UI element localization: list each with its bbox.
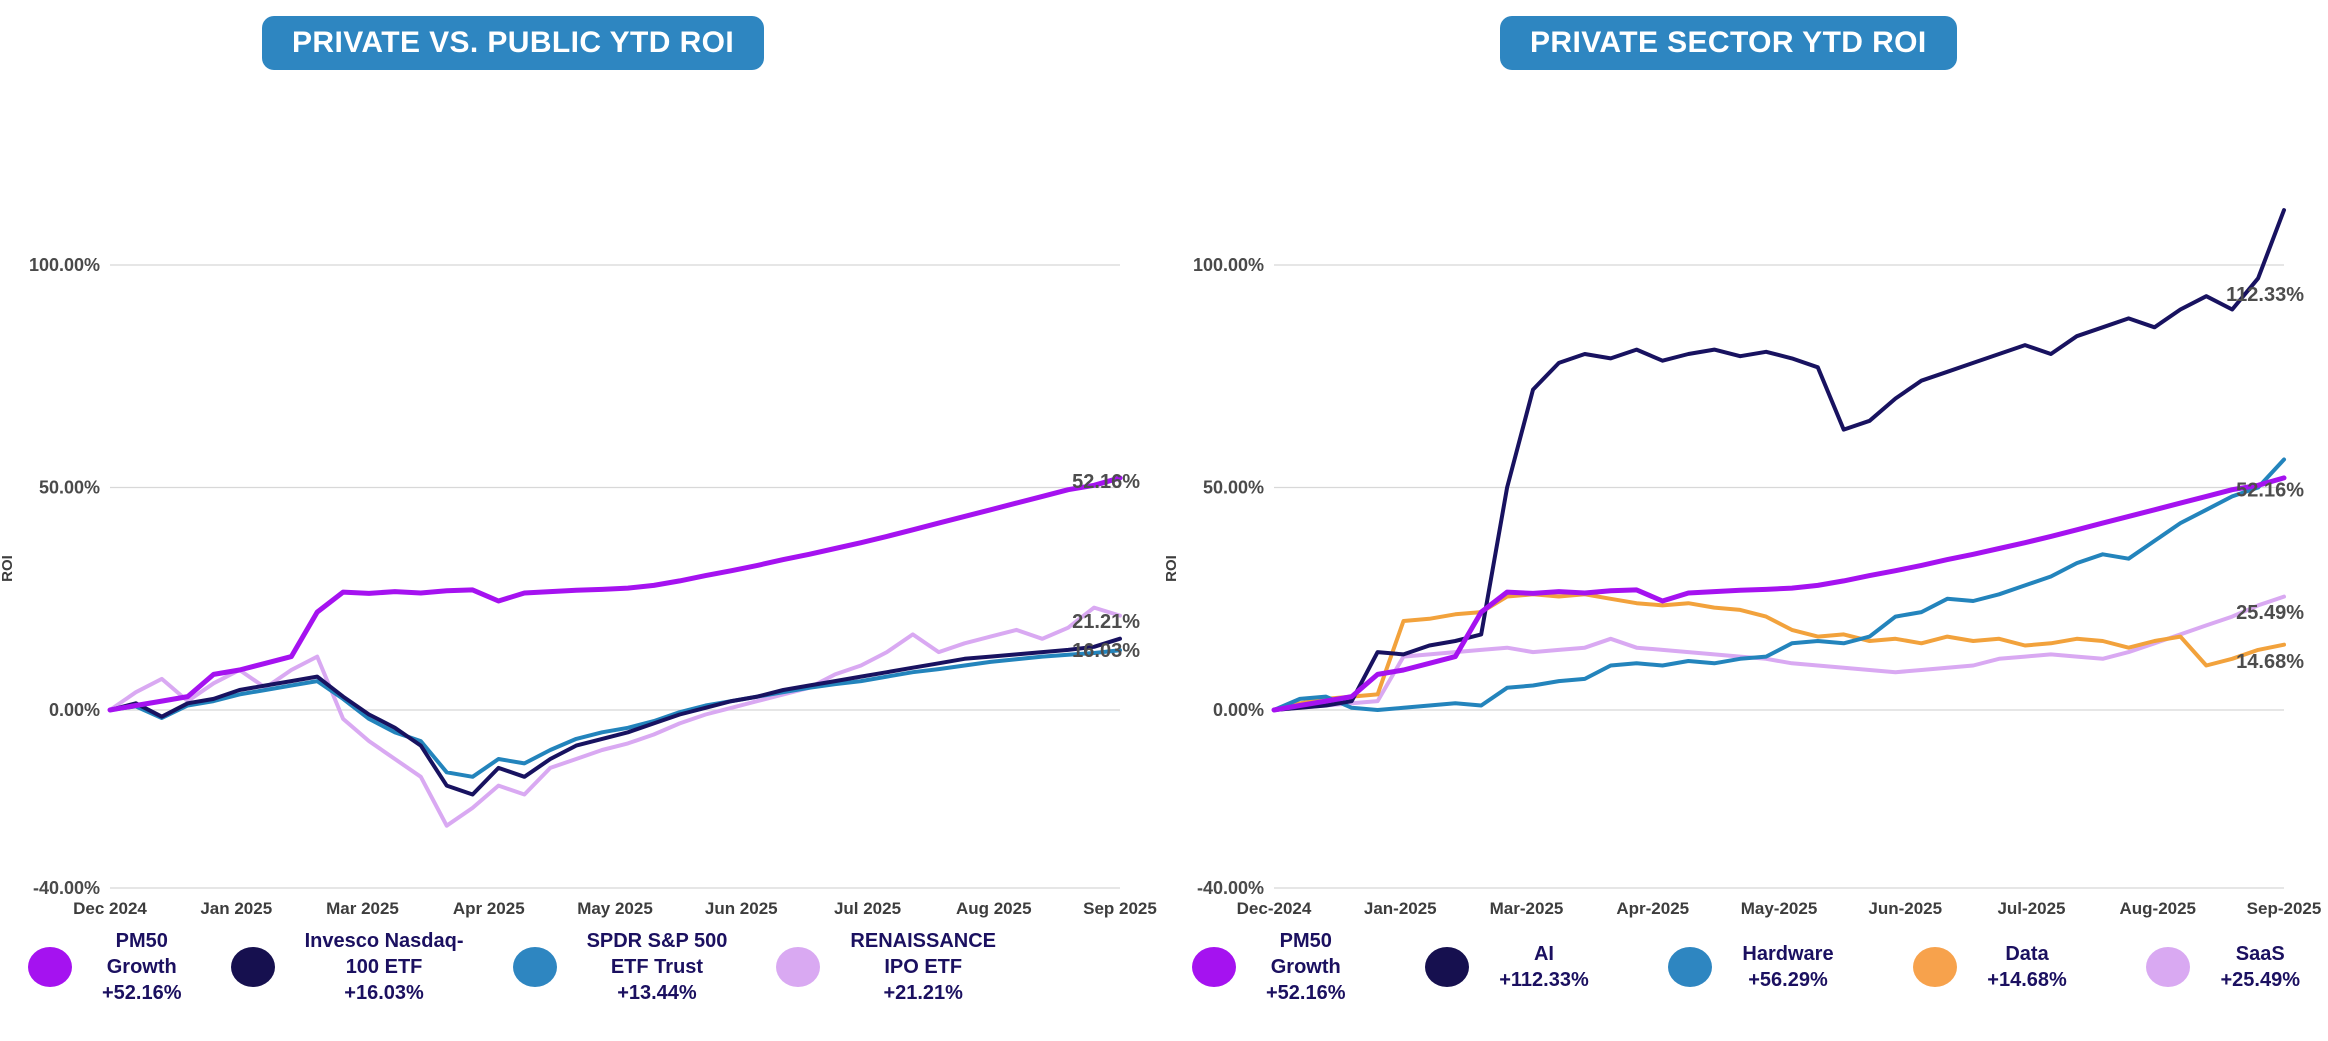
legend-swatch-ai	[1425, 947, 1470, 987]
y-tick-label: 100.00%	[29, 255, 100, 275]
y-tick-label: 50.00%	[39, 478, 100, 498]
series-end-label-pm50-growth: 52.16%	[1072, 471, 1140, 493]
legend-item-renaissance-ipo-etf: RENAISSANCE IPO ETF +21.21%	[776, 928, 996, 1006]
legend-label: SPDR S&P 500 ETF Trust +13.44%	[587, 928, 728, 1006]
legend-series-name: Hardware	[1742, 943, 1834, 965]
series-end-label-data: 14.68%	[2236, 651, 2304, 673]
legend-swatch-invesco-nasdaq-100-etf	[230, 947, 275, 987]
y-tick-label: -40.00%	[33, 878, 100, 898]
series-end-label-renaissance-ipo-etf: 21.21%	[1072, 611, 1140, 633]
legend-item-saas: SaaS +25.49%	[2146, 941, 2300, 993]
legend-private-vs-public: PM50 Growth +52.16% Invesco Nasdaq- 100 ET…	[0, 928, 1164, 1006]
legend-series-name: RENAISSANCE IPO ETF	[850, 930, 996, 978]
series-line-renaissance-ipo-etf	[108, 605, 1122, 828]
legend-swatch-saas	[2146, 947, 2191, 987]
legend-label: AI +112.33%	[1499, 941, 1589, 993]
legend-item-data: Data +14.68%	[1913, 941, 2067, 993]
legend-label: Data +14.68%	[1987, 941, 2067, 993]
x-tick-label: Apr-2025	[1616, 899, 1689, 918]
legend-label: PM50 Growth +52.16%	[1266, 928, 1346, 1006]
x-tick-label: Jan 2025	[200, 899, 272, 918]
legend-series-value: +21.21%	[883, 982, 963, 1004]
legend-series-value: +16.03%	[344, 982, 424, 1004]
title-row: PRIVATE VS. PUBLIC YTD ROI	[0, 16, 1426, 70]
legend-swatch-renaissance-ipo-etf	[776, 947, 821, 987]
x-tick-label: May-2025	[1741, 899, 1818, 918]
y-tick-label: 50.00%	[1203, 478, 1264, 498]
x-tick-label: Aug-2025	[2119, 899, 2196, 918]
legend-swatch-spdr-s-p-500-etf-trust	[512, 947, 557, 987]
legend-label: SaaS +25.49%	[2220, 941, 2300, 993]
chart-panel-private-vs-public: PRIVATE VS. PUBLIC YTD ROI ROI 100.00% 50…	[0, 16, 1164, 1006]
series-line-saas	[1272, 594, 2286, 712]
series-end-label-ai: 112.33%	[2226, 284, 2304, 306]
series-line-pm50-growth	[1271, 475, 2287, 713]
y-tick-label: 0.00%	[1213, 700, 1264, 720]
legend-swatch-hardware	[1668, 947, 1713, 987]
x-tick-label: Mar 2025	[326, 899, 399, 918]
series-end-label-saas: 25.49%	[2236, 602, 2304, 624]
series-line-hardware	[1272, 457, 2286, 712]
series-line-invesco-nasdaq-100-etf	[108, 636, 1122, 797]
series-line-spdr-s-p-500-etf-trust	[108, 648, 1122, 779]
legend-label: RENAISSANCE IPO ETF +21.21%	[850, 928, 996, 1006]
legend-series-name: SPDR S&P 500 ETF Trust	[586, 930, 728, 978]
legend-series-name: AI	[1533, 943, 1554, 965]
legend-item-spdr-s-p-500-etf-trust: SPDR S&P 500 ETF Trust +13.44%	[512, 928, 728, 1006]
legend-item-pm50-growth: PM50 Growth +52.16%	[1192, 928, 1346, 1006]
legend-series-name: Data	[2005, 943, 2049, 965]
chart-title-badge: PRIVATE SECTOR YTD ROI	[1500, 16, 1957, 70]
legend-series-name: Invesco Nasdaq- 100 ETF	[304, 930, 464, 978]
legend-item-ai: AI +112.33%	[1425, 941, 1589, 993]
series-line-data	[1272, 592, 2286, 712]
legend-swatch-pm50-growth	[1192, 947, 1236, 987]
x-tick-label: Jul 2025	[834, 899, 901, 918]
line-chart-private-vs-public: 100.00% 50.00% 0.00% -40.00%Dec 2024 Jan 202…	[29, 255, 1157, 918]
x-tick-label: Mar-2025	[1490, 899, 1564, 918]
chart-title-badge: PRIVATE VS. PUBLIC YTD ROI	[262, 16, 765, 70]
x-tick-label: Dec-2024	[1237, 899, 1312, 918]
title-row: PRIVATE SECTOR YTD ROI	[1164, 16, 2328, 70]
x-tick-label: Jun-2025	[1868, 899, 1942, 918]
y-tick-label: -40.00%	[1197, 878, 1264, 898]
x-tick-label: Apr 2025	[453, 899, 525, 918]
x-tick-label: Jul-2025	[1997, 899, 2065, 918]
legend-series-value: +13.44%	[617, 982, 697, 1004]
legend-series-name: PM50 Growth	[106, 930, 177, 978]
x-tick-label: May 2025	[577, 899, 653, 918]
legend-swatch-pm50-growth	[28, 947, 72, 987]
legend-series-name: SaaS	[2235, 943, 2285, 965]
legend-private-sector: PM50 Growth +52.16% AI +112.33% Hardware +56.…	[1164, 928, 2328, 1006]
series-end-label-pm50-growth: 52.16%	[2236, 480, 2304, 502]
line-chart-private-sector: 100.00% 50.00% 0.00% -40.00%Dec-2024 Jan-202…	[1193, 208, 2322, 918]
legend-series-value: +56.29%	[1748, 969, 1828, 991]
legend-item-invesco-nasdaq-100-etf: Invesco Nasdaq- 100 ETF +16.03%	[230, 928, 464, 1006]
series-line-ai	[1272, 208, 2286, 712]
legend-series-value: +25.49%	[2220, 969, 2300, 991]
legend-series-value: +52.16%	[1266, 982, 1346, 1004]
x-tick-label: Sep-2025	[2247, 899, 2322, 918]
x-tick-label: Aug 2025	[956, 899, 1032, 918]
legend-label: PM50 Growth +52.16%	[102, 928, 182, 1006]
x-tick-label: Jan-2025	[1364, 899, 1437, 918]
x-tick-label: Sep 2025	[1083, 899, 1157, 918]
x-tick-label: Dec 2024	[73, 899, 147, 918]
legend-series-name: PM50 Growth	[1270, 930, 1341, 978]
series-line-pm50-growth	[107, 475, 1123, 713]
series-end-label-invesco-nasdaq-100-etf: 16.03%	[1072, 640, 1140, 662]
y-tick-label: 0.00%	[49, 700, 100, 720]
legend-series-value: +112.33%	[1499, 969, 1589, 991]
legend-series-value: +14.68%	[1987, 969, 2067, 991]
legend-item-hardware: Hardware +56.29%	[1668, 941, 1834, 993]
legend-item-pm50-growth: PM50 Growth +52.16%	[28, 928, 182, 1006]
legend-series-value: +52.16%	[102, 982, 182, 1004]
legend-label: Hardware +56.29%	[1742, 941, 1833, 993]
chart-panel-private-sector: PRIVATE SECTOR YTD ROI ROI 100.00% 50.00%…	[1163, 0, 2328, 1041]
legend-swatch-data	[1913, 947, 1958, 987]
y-tick-label: 100.00%	[1193, 255, 1264, 275]
legend-label: Invesco Nasdaq- 100 ETF +16.03%	[305, 928, 464, 1006]
x-tick-label: Jun 2025	[705, 899, 778, 918]
